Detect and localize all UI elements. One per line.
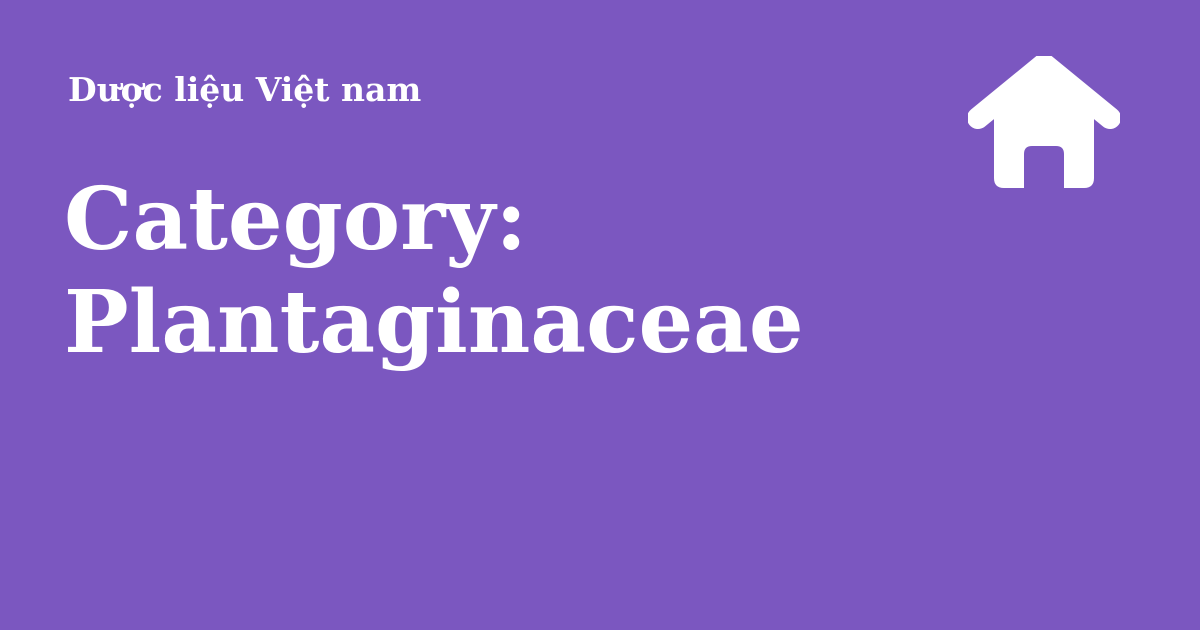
page-title: Category: Plantaginaceae [64,168,924,374]
home-icon [968,56,1120,188]
page-title-line-1: Category: [64,169,528,270]
page-title-line-2: Plantaginaceae [64,272,804,374]
site-name[interactable]: Dược liệu Việt nam [68,70,422,109]
home-button[interactable] [968,56,1120,192]
